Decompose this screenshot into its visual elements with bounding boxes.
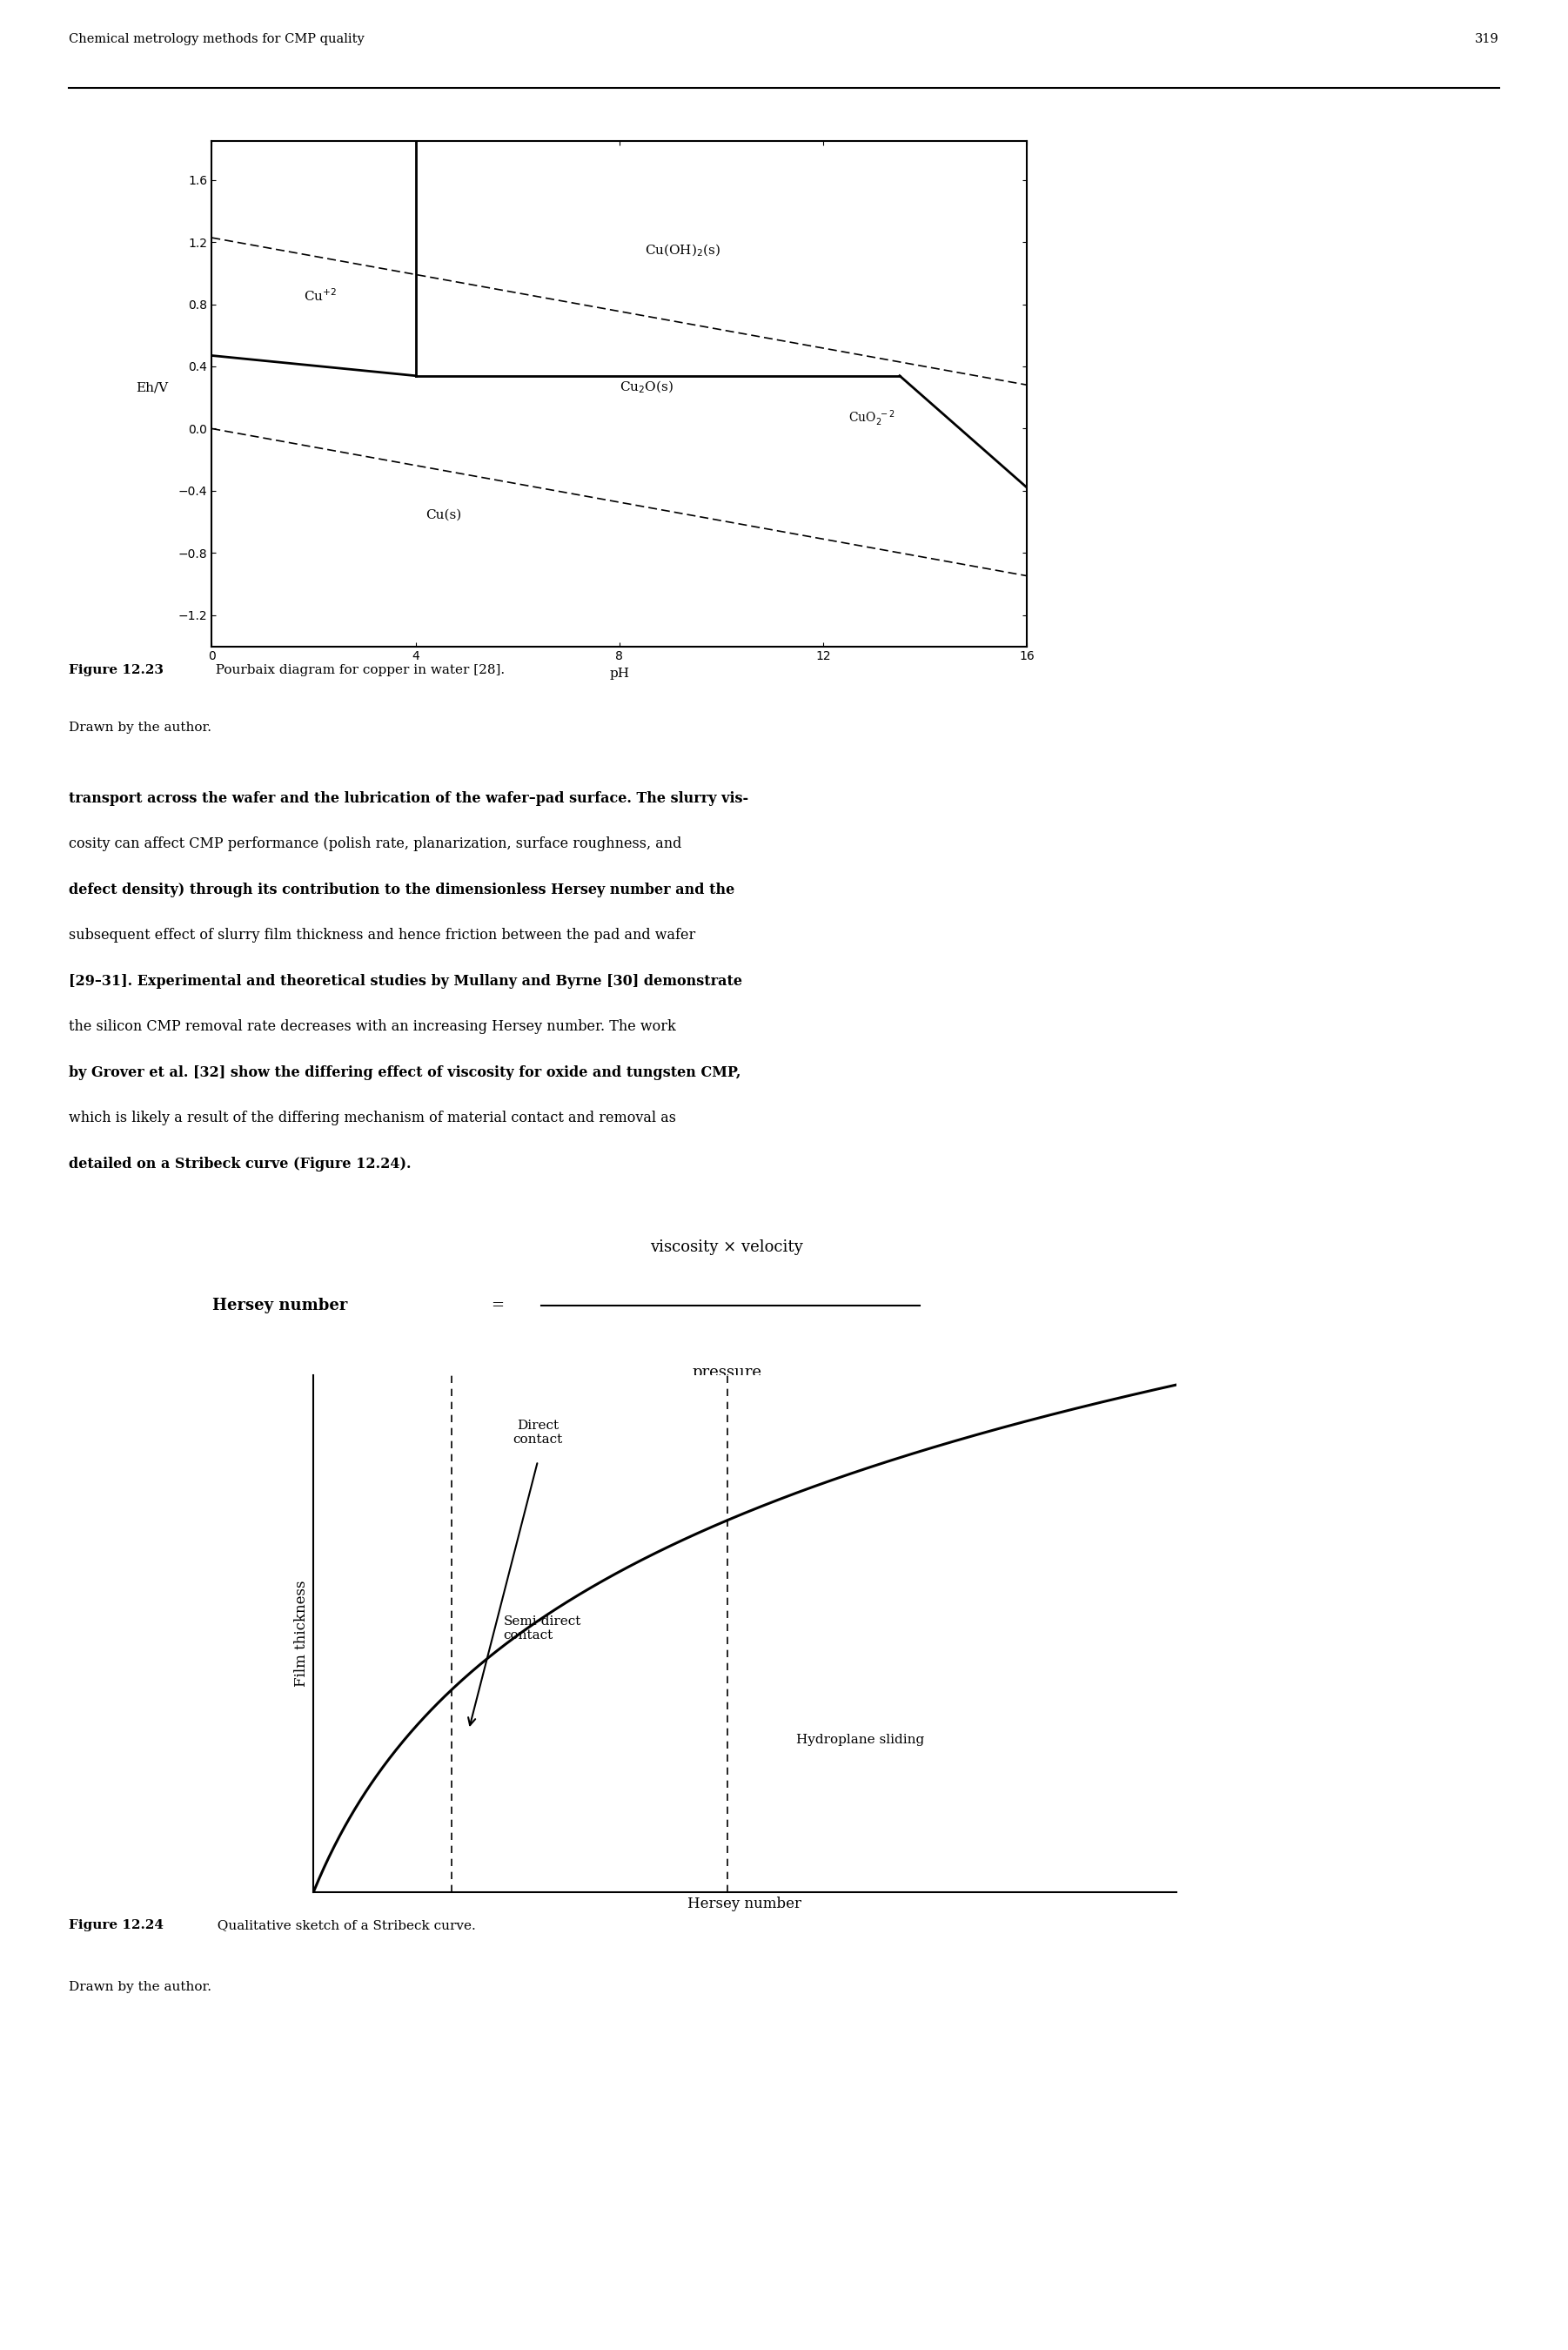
Text: Hydroplane sliding: Hydroplane sliding — [797, 1734, 925, 1746]
Text: subsequent effect of slurry film thickness and hence friction between the pad an: subsequent effect of slurry film thickne… — [69, 928, 696, 942]
Text: Hersey number: Hersey number — [212, 1297, 347, 1314]
Text: viscosity × velocity: viscosity × velocity — [651, 1241, 803, 1255]
Text: CuO$_2^{\ -2}$: CuO$_2^{\ -2}$ — [848, 409, 895, 428]
Text: [29–31]. Experimental and theoretical studies by Mullany and Byrne [30] demonstr: [29–31]. Experimental and theoretical st… — [69, 973, 743, 989]
Text: Chemical metrology methods for CMP quality: Chemical metrology methods for CMP quali… — [69, 33, 365, 45]
Text: Cu$_2$O(s): Cu$_2$O(s) — [619, 378, 673, 395]
Text: defect density) through its contribution to the dimensionless Hersey number and : defect density) through its contribution… — [69, 881, 735, 898]
Y-axis label: Film thickness: Film thickness — [293, 1579, 309, 1687]
Text: by Grover et al. [32] show the differing effect of viscosity for oxide and tungs: by Grover et al. [32] show the differing… — [69, 1065, 742, 1081]
Text: Figure 12.24: Figure 12.24 — [69, 1920, 163, 1932]
Text: transport across the wafer and the lubrication of the wafer–pad surface. The slu: transport across the wafer and the lubri… — [69, 792, 748, 806]
Text: cosity can affect CMP performance (polish rate, planarization, surface roughness: cosity can affect CMP performance (polis… — [69, 837, 682, 851]
X-axis label: Hersey number: Hersey number — [688, 1896, 801, 1911]
Text: Drawn by the author.: Drawn by the author. — [69, 1981, 212, 1993]
Text: Drawn by the author.: Drawn by the author. — [69, 721, 212, 733]
Text: Cu$^{+2}$: Cu$^{+2}$ — [304, 287, 337, 303]
Text: Pourbaix diagram for copper in water [28].: Pourbaix diagram for copper in water [28… — [207, 663, 505, 677]
Text: Semi-direct
contact: Semi-direct contact — [503, 1614, 582, 1640]
Text: 319: 319 — [1475, 33, 1499, 45]
Text: Direct
contact: Direct contact — [513, 1419, 563, 1445]
Text: Qualitative sketch of a Stribeck curve.: Qualitative sketch of a Stribeck curve. — [209, 1920, 477, 1932]
Text: Cu(OH)$_2$(s): Cu(OH)$_2$(s) — [644, 242, 721, 258]
Text: detailed on a Stribeck curve (Figure 12.24).: detailed on a Stribeck curve (Figure 12.… — [69, 1156, 411, 1170]
Text: pressure: pressure — [691, 1365, 762, 1379]
Y-axis label: Eh/V: Eh/V — [135, 381, 168, 395]
Text: which is likely a result of the differing mechanism of material contact and remo: which is likely a result of the differin… — [69, 1112, 676, 1126]
Text: Figure 12.23: Figure 12.23 — [69, 663, 163, 677]
Text: Cu(s): Cu(s) — [426, 510, 461, 522]
Text: =: = — [491, 1297, 503, 1314]
Text: the silicon CMP removal rate decreases with an increasing Hersey number. The wor: the silicon CMP removal rate decreases w… — [69, 1020, 676, 1034]
X-axis label: pH: pH — [610, 667, 629, 679]
